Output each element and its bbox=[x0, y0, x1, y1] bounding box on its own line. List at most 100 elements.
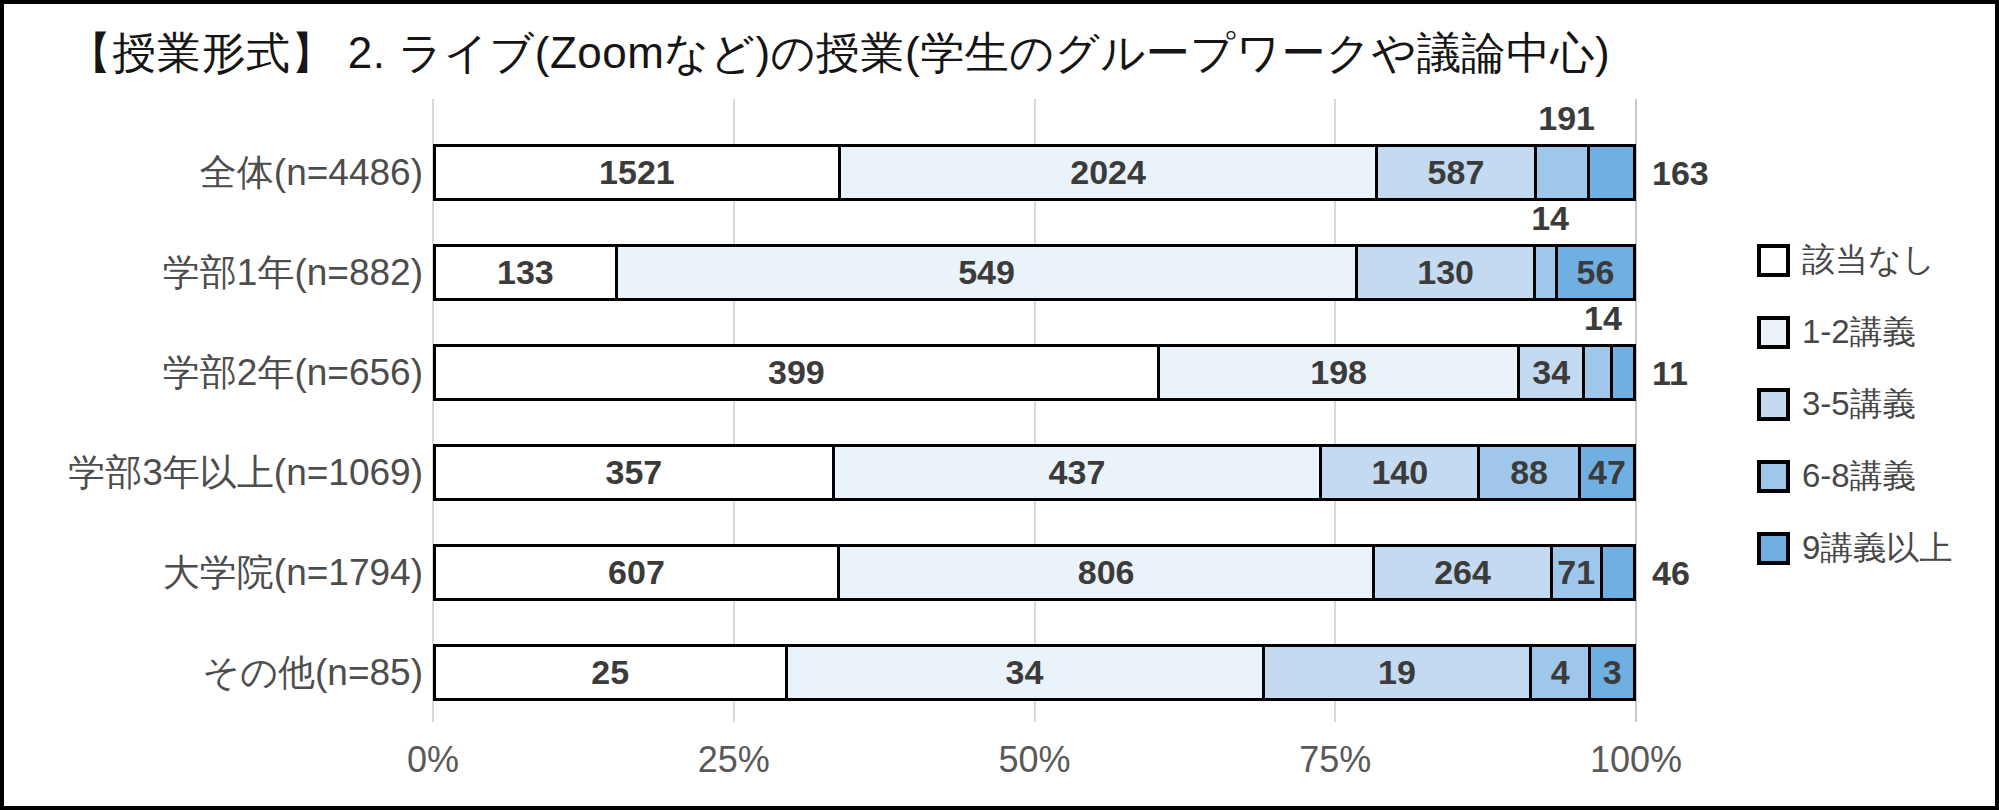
bar-segment-9講義以上 bbox=[1610, 347, 1633, 398]
bar-segment-6-8講義 bbox=[1582, 347, 1610, 398]
bar-segment-6-8講義: 71 bbox=[1550, 547, 1600, 598]
value-label: 133 bbox=[497, 253, 554, 292]
stacked-bar: 607 806 264 71 bbox=[433, 544, 1636, 601]
stacked-bar: 13354913056 bbox=[433, 244, 1636, 301]
legend-label: 6-8講義 bbox=[1802, 454, 1916, 499]
value-label: 34 bbox=[1006, 653, 1044, 692]
bar-segment-9講義以上: 47 bbox=[1578, 447, 1633, 498]
legend-swatch-icon bbox=[1757, 532, 1790, 565]
bar-segment-3-5講義: 264 bbox=[1372, 547, 1549, 598]
value-label: 1521 bbox=[599, 153, 675, 192]
legend-item: 1-2講義 bbox=[1757, 316, 1952, 348]
bar-segment-9講義以上 bbox=[1600, 547, 1633, 598]
bar-segment-該当なし: 1521 bbox=[436, 147, 838, 198]
value-label: 806 bbox=[1078, 553, 1135, 592]
stacked-bar: 399 198 34 bbox=[433, 344, 1636, 401]
bar-segment-6-8講義 bbox=[1533, 247, 1555, 298]
value-label: 357 bbox=[606, 453, 663, 492]
legend-item: 6-8講義 bbox=[1757, 460, 1952, 492]
value-label: 587 bbox=[1428, 153, 1485, 192]
legend: 該当なし 1-2講義 3-5講義 6-8講義 9講義以上 bbox=[1757, 244, 1952, 564]
value-label: 4 bbox=[1551, 653, 1570, 692]
legend-item: 3-5講義 bbox=[1757, 388, 1952, 420]
category-label: 学部2年(n=656) bbox=[163, 348, 423, 398]
bar-segment-1-2講義: 34 bbox=[785, 647, 1262, 698]
category-label: 全体(n=4486) bbox=[200, 148, 423, 198]
bar-segment-9講義以上: 3 bbox=[1588, 647, 1633, 698]
category-label: 学部1年(n=882) bbox=[163, 248, 423, 298]
bar-segment-6-8講義 bbox=[1534, 147, 1587, 198]
value-label: 71 bbox=[1557, 553, 1595, 592]
value-label: 46 bbox=[1652, 553, 1690, 592]
x-tick-label: 100% bbox=[1590, 739, 1682, 781]
value-label: 14 bbox=[1584, 299, 1622, 338]
bar-row: 学部3年以上(n=1069)3574371408847 bbox=[433, 444, 1636, 501]
bar-segment-該当なし: 25 bbox=[436, 647, 785, 698]
bar-row: 学部2年(n=656)399198341411 bbox=[433, 344, 1636, 401]
value-label: 56 bbox=[1576, 253, 1614, 292]
bar-row: 学部1年(n=882)1335491305614 bbox=[433, 244, 1636, 301]
x-tick-label: 25% bbox=[698, 739, 770, 781]
value-label: 607 bbox=[608, 553, 665, 592]
bar-segment-1-2講義: 198 bbox=[1157, 347, 1518, 398]
value-label: 19 bbox=[1378, 653, 1416, 692]
bar-segment-該当なし: 607 bbox=[436, 547, 837, 598]
legend-swatch-icon bbox=[1757, 316, 1790, 349]
category-label: 学部3年以上(n=1069) bbox=[68, 448, 423, 498]
bar-segment-該当なし: 357 bbox=[436, 447, 832, 498]
bar-segment-該当なし: 133 bbox=[436, 247, 615, 298]
legend-swatch-icon bbox=[1757, 460, 1790, 493]
stacked-bar: 1521 2024 587 bbox=[433, 144, 1636, 201]
value-label: 2024 bbox=[1070, 153, 1146, 192]
value-label: 11 bbox=[1652, 353, 1688, 392]
value-label: 140 bbox=[1371, 453, 1428, 492]
x-tick-label: 75% bbox=[1299, 739, 1371, 781]
value-label: 25 bbox=[591, 653, 629, 692]
value-label: 3 bbox=[1603, 653, 1622, 692]
bar-row: その他(n=85)25341943 bbox=[433, 644, 1636, 701]
value-label: 14 bbox=[1531, 199, 1569, 238]
stacked-bar: 357 437 140 88 47 bbox=[433, 444, 1636, 501]
value-label: 47 bbox=[1588, 453, 1626, 492]
legend-label: 該当なし bbox=[1802, 238, 1936, 283]
x-tick-label: 50% bbox=[998, 739, 1070, 781]
value-label: 198 bbox=[1310, 353, 1367, 392]
bar-segment-9講義以上: 56 bbox=[1555, 247, 1633, 298]
bar-segment-3-5講義: 19 bbox=[1262, 647, 1530, 698]
bar-segment-該当なし: 399 bbox=[436, 347, 1157, 398]
bar-segment-1-2講義: 437 bbox=[832, 447, 1319, 498]
legend-label: 1-2講義 bbox=[1802, 310, 1916, 355]
value-label: 264 bbox=[1434, 553, 1491, 592]
value-label: 88 bbox=[1510, 453, 1548, 492]
value-label: 34 bbox=[1532, 353, 1570, 392]
category-label: その他(n=85) bbox=[202, 648, 423, 698]
stacked-bar: 25 34 19 43 bbox=[433, 644, 1636, 701]
legend-label: 3-5講義 bbox=[1802, 382, 1916, 427]
chart-title: 【授業形式】 2. ライブ(Zoomなど)の授業(学生のグループワークや議論中心… bbox=[68, 24, 1610, 83]
legend-swatch-icon bbox=[1757, 388, 1790, 421]
legend-swatch-icon bbox=[1757, 244, 1790, 277]
category-label: 大学院(n=1794) bbox=[163, 548, 423, 598]
value-label: 163 bbox=[1652, 153, 1709, 192]
plot-area: 全体(n=4486)15212024587191163学部1年(n=882)13… bbox=[433, 99, 1636, 722]
bar-segment-1-2講義: 2024 bbox=[838, 147, 1376, 198]
legend-label: 9講義以上 bbox=[1802, 526, 1952, 571]
value-label: 191 bbox=[1538, 99, 1595, 138]
legend-item: 該当なし bbox=[1757, 244, 1952, 276]
bar-row: 大学院(n=1794)6078062647146 bbox=[433, 544, 1636, 601]
bar-segment-1-2講義: 806 bbox=[837, 547, 1372, 598]
chart-frame: 【授業形式】 2. ライブ(Zoomなど)の授業(学生のグループワークや議論中心… bbox=[0, 0, 1999, 810]
bar-segment-3-5講義: 140 bbox=[1319, 447, 1477, 498]
value-label: 549 bbox=[958, 253, 1015, 292]
bar-segment-3-5講義: 587 bbox=[1375, 147, 1533, 198]
value-label: 437 bbox=[1049, 453, 1106, 492]
bar-segment-1-2講義: 549 bbox=[615, 247, 1356, 298]
bar-row: 全体(n=4486)15212024587191163 bbox=[433, 144, 1636, 201]
bar-segment-9講義以上 bbox=[1587, 147, 1633, 198]
x-tick-label: 0% bbox=[407, 739, 459, 781]
bar-segment-3-5講義: 34 bbox=[1517, 347, 1581, 398]
bar-segment-6-8講義: 88 bbox=[1477, 447, 1578, 498]
legend-item: 9講義以上 bbox=[1757, 532, 1952, 564]
bar-segment-6-8講義: 4 bbox=[1529, 647, 1588, 698]
value-label: 399 bbox=[768, 353, 825, 392]
